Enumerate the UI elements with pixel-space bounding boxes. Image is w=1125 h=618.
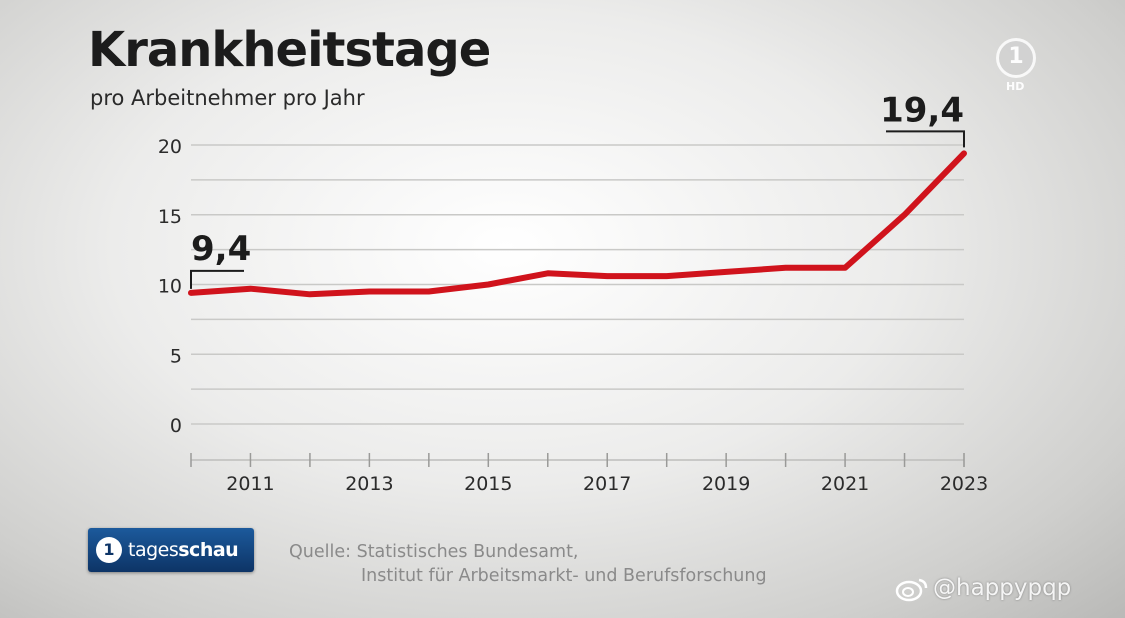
annotation: 9,4 — [190, 229, 251, 289]
series-line — [188, 150, 967, 298]
grid — [191, 144, 964, 425]
y-tick-label: 5 — [170, 345, 182, 367]
tagesschau-icon: 1 — [96, 537, 122, 563]
wordmark-light: tages — [128, 539, 179, 561]
x-tick-label: 2023 — [940, 473, 988, 495]
y-tick-label: 0 — [170, 415, 182, 437]
x-tick-label: 2011 — [226, 473, 274, 495]
y-tick-label: 10 — [158, 276, 182, 298]
source-note: Quelle: Statistisches Bundesamt, Institu… — [289, 540, 767, 588]
tagesschau-logo: 1 tagesschau — [88, 528, 254, 572]
wordmark-bold: schau — [178, 539, 239, 561]
watermark: @happypqp — [895, 575, 1071, 602]
y-tick-label: 20 — [158, 136, 182, 158]
ard-logo-number: 1 — [1008, 44, 1024, 69]
annotation-bracket — [886, 130, 965, 148]
annotation-bracket — [190, 269, 244, 289]
x-tick-label: 2013 — [345, 473, 393, 495]
annotations: 9,4 19,4 — [190, 90, 965, 289]
ard-logo: 1 — [996, 38, 1036, 78]
tagesschau-icon-number: 1 — [103, 540, 115, 559]
series — [188, 150, 967, 298]
annotation-label: 9,4 — [191, 229, 251, 269]
x-tick-label: 2017 — [583, 473, 631, 495]
x-tick-label: 2021 — [821, 473, 869, 495]
annotation-label: 19,4 — [880, 90, 964, 130]
annotation: 19,4 — [880, 90, 965, 148]
x-tick-label: 2015 — [464, 473, 512, 495]
source-line-2: Institut für Arbeitsmarkt- und Berufsfor… — [361, 566, 767, 586]
x-axis: 2011 2013 2015 2017 2019 2021 2023 — [190, 453, 988, 495]
y-axis: 0 5 10 15 20 — [158, 136, 182, 437]
source-line-1: Quelle: Statistisches Bundesamt, — [289, 542, 579, 562]
chart-title: Krankheitstage — [88, 22, 491, 78]
x-tick-label: 2019 — [702, 473, 750, 495]
y-tick-label: 15 — [158, 206, 182, 228]
hd-badge: HD — [1006, 80, 1025, 93]
weibo-icon — [895, 578, 928, 601]
chart-subtitle: pro Arbeitnehmer pro Jahr — [90, 86, 365, 110]
tagesschau-wordmark: tagesschau — [128, 539, 239, 561]
watermark-handle: @happypqp — [933, 575, 1072, 601]
